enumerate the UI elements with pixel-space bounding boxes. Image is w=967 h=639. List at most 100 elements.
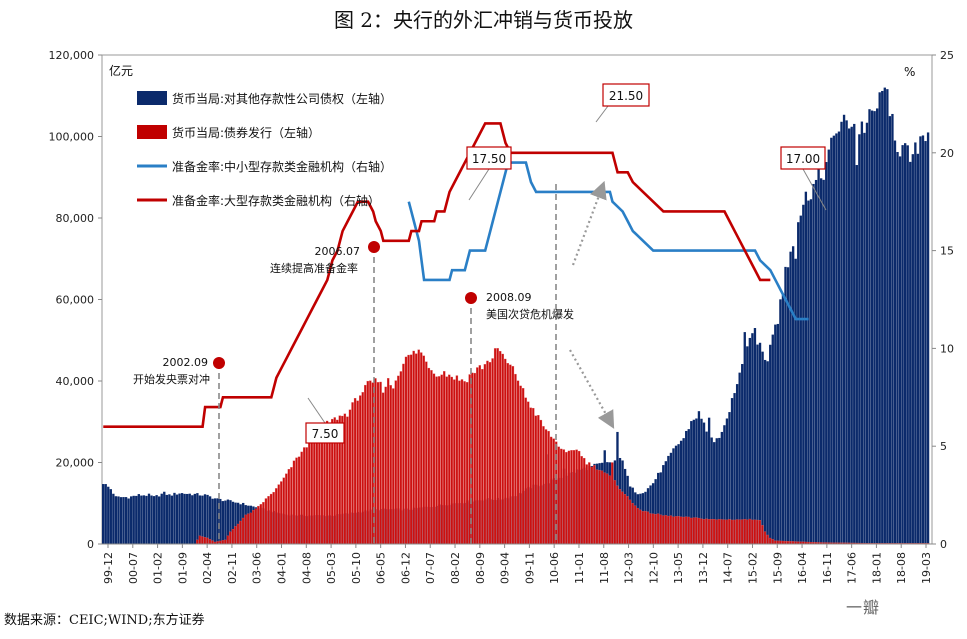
bar-claims — [651, 483, 655, 544]
bar-bond-issuance — [465, 382, 469, 545]
callout-leader — [595, 105, 609, 123]
bar-claims — [743, 332, 746, 544]
x-axis-tick-label: 02-11 — [226, 552, 239, 584]
bar-claims — [191, 495, 194, 544]
bar-claims — [664, 461, 668, 544]
bar-bond-issuance — [570, 450, 573, 545]
bar-bond-issuance — [679, 516, 683, 545]
bar-bond-issuance — [460, 379, 464, 545]
bar-claims — [145, 495, 148, 544]
bar-bond-issuance — [636, 507, 639, 545]
bar-claims — [155, 495, 158, 544]
bar-bond-issuance — [361, 392, 364, 545]
right-axis-unit: % — [904, 65, 915, 79]
bar-claims — [175, 494, 179, 544]
bar-bond-issuance — [590, 466, 594, 545]
bar-bond-issuance — [201, 536, 204, 545]
bar-bond-issuance — [394, 380, 397, 545]
bar-bond-issuance — [631, 502, 634, 545]
bar-claims — [906, 145, 909, 544]
bar-claims — [216, 498, 219, 544]
callout-leader — [468, 168, 490, 201]
bar-claims — [224, 500, 227, 544]
bar-claims — [804, 191, 808, 544]
bar-bond-issuance — [583, 457, 586, 545]
bar-bond-issuance — [521, 388, 525, 545]
left-axis-tick-label: 100,000 — [49, 131, 95, 144]
bar-claims — [898, 156, 902, 544]
bar-claims — [919, 136, 922, 544]
bar-bond-issuance — [353, 398, 357, 545]
bar-bond-issuance — [588, 462, 591, 545]
bar-claims — [842, 114, 846, 544]
bar-claims — [219, 498, 222, 544]
bar-claims — [891, 113, 894, 545]
bar-claims — [840, 121, 843, 544]
bar-bond-issuance — [488, 362, 492, 545]
bar-bond-issuance — [603, 472, 606, 545]
bar-bond-issuance — [725, 519, 728, 545]
bar-bond-issuance — [448, 374, 451, 545]
bar-claims — [769, 344, 772, 544]
bar-claims — [738, 372, 741, 544]
callout-value: 7.50 — [312, 427, 339, 441]
callout-leader — [307, 397, 326, 424]
bar-bond-issuance — [295, 457, 298, 545]
bar-claims — [685, 430, 688, 544]
bar-claims — [853, 123, 856, 545]
bar-claims — [695, 418, 698, 544]
bar-claims — [825, 162, 828, 544]
bar-claims — [196, 493, 199, 544]
right-axis-tick-label: 5 — [940, 440, 947, 453]
bar-claims — [868, 109, 871, 544]
bar-claims — [761, 351, 764, 544]
bar-claims — [771, 334, 774, 544]
left-axis-tick-label: 20,000 — [56, 457, 95, 470]
bar-bond-issuance — [358, 395, 362, 545]
bar-claims — [835, 133, 838, 544]
bar-bond-issuance — [415, 353, 418, 545]
bar-claims — [236, 502, 240, 544]
bar-bond-issuance — [616, 485, 619, 545]
bar-claims — [654, 479, 657, 544]
bar-bond-issuance — [224, 539, 227, 545]
bar-bond-issuance — [695, 517, 698, 545]
bar-bond-issuance — [226, 535, 229, 545]
bar-bond-issuance — [440, 374, 443, 545]
bar-claims — [142, 495, 146, 544]
bar-bond-issuance — [417, 349, 420, 545]
x-axis-tick-label: 15-02 — [746, 552, 759, 584]
bar-bond-issuance — [580, 456, 583, 545]
bar-claims — [822, 179, 825, 544]
bar-claims — [231, 501, 235, 544]
bar-claims — [127, 498, 130, 544]
bar-bond-issuance — [552, 438, 555, 545]
bar-bond-issuance — [534, 415, 538, 545]
bar-bond-issuance — [674, 516, 678, 545]
x-axis-tick-label: 12-10 — [647, 552, 660, 584]
x-axis-tick-label: 18-08 — [895, 552, 908, 584]
bar-bond-issuance — [252, 510, 255, 545]
bar-bond-issuance — [532, 407, 535, 545]
bar-bond-issuance — [313, 434, 316, 545]
bar-claims — [766, 361, 769, 544]
bar-claims — [860, 121, 864, 545]
bar-bond-issuance — [292, 460, 296, 545]
bar-bond-issuance — [654, 514, 657, 545]
bar-bond-issuance — [463, 381, 466, 545]
bar-claims — [774, 324, 777, 544]
bar-claims — [168, 494, 171, 544]
left-axis-tick-label: 60,000 — [56, 294, 95, 307]
bar-bond-issuance — [669, 515, 672, 545]
bar-bond-issuance — [511, 366, 515, 545]
bar-bond-issuance — [280, 481, 283, 545]
bar-claims — [193, 493, 196, 544]
bar-claims — [112, 493, 115, 544]
bar-bond-issuance — [231, 528, 235, 545]
bar-claims — [702, 422, 706, 544]
bar-bond-issuance — [748, 518, 751, 545]
event-date-label: 2008.09 — [486, 291, 532, 304]
bar-bond-issuance — [491, 358, 494, 545]
bar-claims — [741, 364, 744, 544]
bar-claims — [679, 440, 683, 544]
